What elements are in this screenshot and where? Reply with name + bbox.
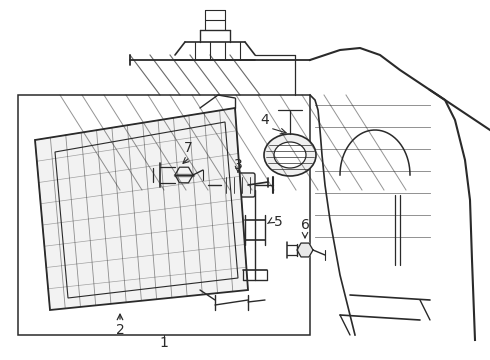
Text: 2: 2 (116, 323, 124, 337)
Ellipse shape (264, 134, 316, 176)
FancyBboxPatch shape (221, 173, 255, 197)
Ellipse shape (274, 142, 306, 168)
Text: 5: 5 (273, 215, 282, 229)
Text: 1: 1 (160, 336, 169, 350)
Text: 3: 3 (234, 158, 243, 172)
Text: 7: 7 (184, 141, 193, 155)
Polygon shape (35, 108, 248, 310)
Text: 4: 4 (261, 113, 270, 127)
Polygon shape (175, 167, 193, 183)
Bar (18, 95, 310, 335)
Polygon shape (297, 243, 313, 257)
Text: 6: 6 (300, 218, 310, 232)
